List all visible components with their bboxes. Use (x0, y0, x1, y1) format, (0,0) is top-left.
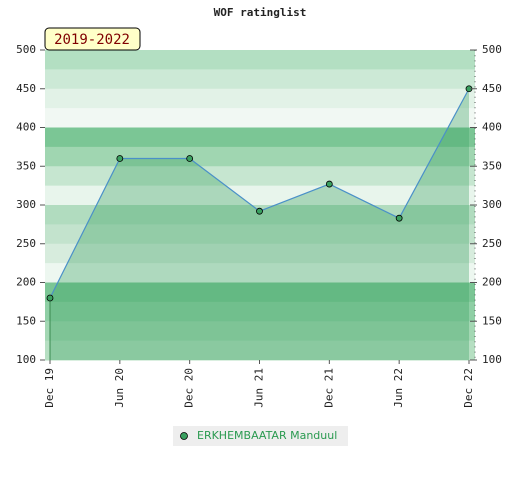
badge: 2019-2022 (54, 32, 130, 48)
y-tick-label: 400 (16, 121, 36, 134)
x-tick-label: Jun 21 (253, 368, 266, 408)
y2-tick-label: 450 (482, 82, 502, 95)
stripe (45, 340, 475, 361)
x-tick-label: Dec 20 (183, 368, 196, 408)
x-tick-label: Jun 20 (113, 368, 126, 408)
plot-background (45, 50, 475, 361)
legend (173, 426, 348, 446)
stripe (45, 69, 475, 90)
stripe (45, 185, 475, 206)
y-tick-label: 350 (16, 159, 36, 172)
stripe (45, 146, 475, 167)
y2-tick-label: 350 (482, 159, 502, 172)
y2-tick-label: 150 (482, 314, 502, 327)
stripe (45, 127, 475, 148)
y2-tick-label: 500 (482, 43, 502, 56)
stripe (45, 321, 475, 342)
x-tick-label: Jun 22 (392, 368, 405, 408)
y-tick-label: 150 (16, 314, 36, 327)
x-tick-label: Dec 22 (462, 368, 475, 408)
y-tick-label: 100 (16, 353, 36, 366)
y-tick-label: 500 (16, 43, 36, 56)
point (116, 155, 124, 162)
stripe (45, 301, 475, 322)
y2-tick-label: 100 (482, 353, 502, 366)
stripe (45, 224, 475, 245)
legend-label: ERKHEMBAATAR Manduul (197, 429, 337, 442)
y-tick-label: 300 (16, 198, 36, 211)
point (395, 214, 403, 222)
stripe (45, 108, 475, 128)
chart-title: WOF ratinglist (214, 6, 307, 19)
point (186, 155, 194, 162)
y2-tick-label: 400 (482, 121, 502, 134)
plot (46, 85, 473, 360)
badge-box (44, 27, 141, 51)
point (256, 207, 263, 215)
point (46, 294, 54, 302)
stripe (45, 282, 475, 303)
stripe (45, 205, 475, 225)
stripe (45, 166, 475, 187)
y2-tick-label: 300 (482, 198, 502, 211)
y-tick-label: 450 (16, 82, 36, 95)
stripe (45, 88, 475, 109)
y2-tick-label: 250 (482, 237, 502, 250)
y-tick-label: 200 (16, 276, 36, 289)
x-tick-label: Dec 19 (43, 368, 56, 408)
legend-marker (180, 432, 188, 440)
y-tick-label: 250 (16, 237, 36, 250)
y2-tick-label: 200 (482, 276, 502, 289)
area (50, 88, 469, 360)
point (325, 180, 333, 188)
stripe (45, 50, 475, 70)
stripe (45, 263, 475, 283)
stripe (45, 243, 475, 264)
x-tick-label: Dec 21 (322, 368, 335, 408)
